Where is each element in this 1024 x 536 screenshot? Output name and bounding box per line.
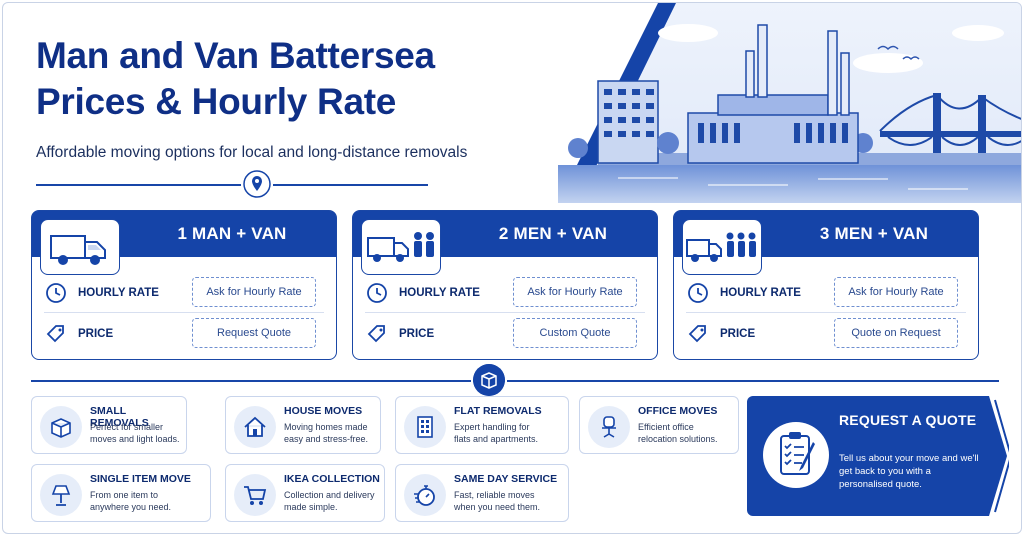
hourly-rate-label: HOURLY RATE — [720, 287, 801, 299]
package-card-1-man[interactable]: 1 MAN + VAN HOURLY RATE Ask for Hourly R… — [31, 210, 337, 360]
hourly-rate-button[interactable]: Ask for Hourly Rate — [192, 277, 316, 307]
clipboard-checklist-icon — [763, 422, 829, 488]
price-row: PRICE Custom Quote — [353, 318, 657, 352]
clock-icon — [688, 283, 708, 303]
service-description: Moving homes made easy and stress-free. — [284, 422, 369, 444]
service-title: OFFICE MOVES — [638, 405, 718, 417]
row-divider — [365, 312, 645, 313]
hourly-rate-row: HOURLY RATE Ask for Hourly Rate — [353, 277, 657, 311]
service-title: SAME DAY SERVICE — [454, 473, 558, 485]
package-title: 1 MAN + VAN — [177, 224, 287, 243]
service-description: Perfect for smaller moves and light load… — [90, 422, 180, 444]
service-description: Fast, reliable moves when you need them. — [454, 490, 541, 512]
service-title: FLAT REMOVALS — [454, 405, 542, 417]
van-three-movers-icon — [682, 219, 762, 275]
price-tag-icon — [367, 325, 385, 343]
title-line-1: Man and Van Battersea — [36, 35, 435, 76]
header-divider-right — [273, 184, 428, 186]
package-card-3-men[interactable]: 3 MEN + VAN HOURLY RATE Ask for Hourly R… — [673, 210, 979, 360]
service-same-day[interactable]: SAME DAY SERVICE Fast, reliable moves wh… — [395, 464, 569, 522]
van-icon — [40, 219, 120, 275]
van-two-movers-icon — [361, 219, 441, 275]
request-quote-description: Tell us about your move and we'll get ba… — [839, 453, 979, 490]
package-title: 3 MEN + VAN — [819, 224, 929, 243]
hourly-rate-button[interactable]: Ask for Hourly Rate — [513, 277, 637, 307]
service-description: Expert handling for flats and apartments… — [454, 422, 539, 444]
shopping-cart-icon — [234, 474, 276, 516]
price-button[interactable]: Request Quote — [192, 318, 316, 348]
battersea-skyline-illustration — [558, 3, 1021, 203]
service-office-moves[interactable]: OFFICE MOVES Efficient office relocation… — [579, 396, 739, 454]
hourly-rate-row: HOURLY RATE Ask for Hourly Rate — [32, 277, 336, 311]
service-house-moves[interactable]: HOUSE MOVES Moving homes made easy and s… — [225, 396, 381, 454]
price-tag-icon — [46, 325, 64, 343]
service-title: IKEA COLLECTION — [284, 473, 380, 485]
service-description: From one item to anywhere you need. — [90, 490, 172, 512]
stopwatch-icon — [404, 474, 446, 516]
location-pin-icon — [243, 170, 271, 198]
service-title: SINGLE ITEM MOVE — [90, 473, 191, 485]
row-divider — [44, 312, 324, 313]
hourly-rate-button[interactable]: Ask for Hourly Rate — [834, 277, 958, 307]
box-icon — [40, 406, 82, 448]
row-divider — [686, 312, 966, 313]
price-row: PRICE Quote on Request — [674, 318, 978, 352]
price-row: PRICE Request Quote — [32, 318, 336, 352]
office-chair-icon — [588, 406, 630, 448]
service-title: HOUSE MOVES — [284, 405, 363, 417]
building-icon — [404, 406, 446, 448]
service-ikea-collection[interactable]: IKEA COLLECTION Collection and delivery … — [225, 464, 385, 522]
hourly-rate-label: HOURLY RATE — [78, 287, 159, 299]
price-label: PRICE — [78, 328, 114, 340]
section-divider-left — [31, 380, 471, 382]
title-line-2: Prices & Hourly Rate — [36, 81, 397, 122]
request-quote-button[interactable]: REQUEST A QUOTE Tell us about your move … — [747, 396, 1009, 516]
service-description: Efficient office relocation solutions. — [638, 422, 718, 444]
hourly-rate-row: HOURLY RATE Ask for Hourly Rate — [674, 277, 978, 311]
page-title: Man and Van Battersea Prices & Hourly Ra… — [36, 33, 435, 125]
house-icon — [234, 406, 276, 448]
service-small-removals[interactable]: SMALL REMOVALS Perfect for smaller moves… — [31, 396, 187, 454]
price-button[interactable]: Quote on Request — [834, 318, 958, 348]
price-label: PRICE — [720, 328, 756, 340]
clock-icon — [46, 283, 66, 303]
package-box-icon — [473, 364, 505, 396]
hourly-rate-label: HOURLY RATE — [399, 287, 480, 299]
package-card-2-men[interactable]: 2 MEN + VAN HOURLY RATE Ask for Hourly R… — [352, 210, 658, 360]
request-quote-title: REQUEST A QUOTE — [839, 412, 977, 428]
lamp-icon — [40, 474, 82, 516]
price-tag-icon — [688, 325, 706, 343]
package-title: 2 MEN + VAN — [498, 224, 608, 243]
section-divider-right — [507, 380, 999, 382]
price-button[interactable]: Custom Quote — [513, 318, 637, 348]
header-divider-left — [36, 184, 241, 186]
page-subtitle: Affordable moving options for local and … — [36, 144, 468, 161]
service-title: SMALL REMOVALS — [90, 405, 149, 429]
service-description: Collection and delivery made simple. — [284, 490, 375, 512]
clock-icon — [367, 283, 387, 303]
service-single-item-move[interactable]: SINGLE ITEM MOVE From one item to anywhe… — [31, 464, 211, 522]
price-label: PRICE — [399, 328, 435, 340]
service-flat-removals[interactable]: FLAT REMOVALS Expert handling for flats … — [395, 396, 569, 454]
